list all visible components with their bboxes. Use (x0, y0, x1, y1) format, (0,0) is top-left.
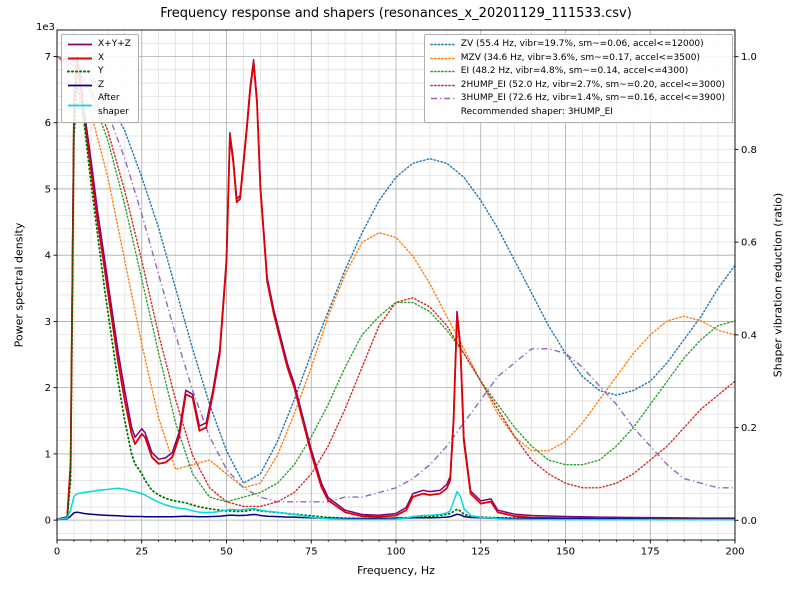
x-tick-label: 150 (556, 546, 575, 557)
left-y-tick-label: 4 (45, 251, 51, 262)
left-y-tick-label: 1 (45, 449, 51, 460)
legend-sample-empty (430, 107, 456, 118)
legend-sample-xyz (68, 43, 92, 46)
x-tick-label: 200 (725, 546, 744, 557)
x-axis-label: Frequency, Hz (357, 564, 435, 577)
legend-sample-zv (429, 43, 456, 46)
right-y-tick-label: 1.0 (741, 52, 757, 63)
right-y-tick-label: 0.6 (741, 238, 757, 249)
series-z-line (56, 511, 735, 521)
legend-label: 3HUMP_EI (72.6 Hz, vibr=1.4%, sm~=0.16, … (460, 93, 725, 103)
legend-label: Recommended shaper: 3HUMP_EI (460, 106, 613, 117)
left-y-tick-label: 6 (45, 118, 51, 129)
legend-label: X+Y+Z (98, 39, 131, 49)
legend-entry-xyz: X+Y+Z (67, 38, 131, 52)
x-tick-label: 125 (471, 546, 490, 557)
legend-entry-2hump-ei: 2HUMP_EI (52.0 Hz, vibr=2.7%, sm~=0.20, … (429, 79, 725, 93)
series-zv-line (56, 56, 736, 484)
legend-sample-z (68, 84, 92, 87)
legend-sample-after-shaper (68, 104, 92, 107)
legend-sample-2hump-ei (429, 84, 456, 87)
legend-entry-mzv: MZV (34.6 Hz, vibr=3.6%, sm~=0.17, accel… (429, 52, 725, 66)
right-y-axis-label: Shaper vibration reduction (ratio) (771, 192, 785, 378)
legend-measurements: X+Y+Z X Y Z After shaper (61, 34, 139, 123)
right-y-tick-label: 0.8 (741, 145, 757, 156)
right-y-tick-label: 0.0 (741, 516, 757, 527)
series-3hump-ei-line (56, 56, 735, 503)
legend-entry-y: Y (67, 65, 131, 79)
legend-sample-x (68, 57, 92, 60)
y-axis-offset-text: 1e3 (36, 22, 55, 33)
series-ei-line (56, 56, 736, 503)
legend-sample-y (67, 70, 93, 73)
series-after-shaper-line (56, 487, 735, 521)
x-tick-label: 25 (135, 546, 148, 557)
legend-label: Y (98, 66, 104, 76)
legend-sample-3hump-ei (430, 97, 455, 100)
x-tick-label: 100 (386, 546, 405, 557)
legend-entry-zv: ZV (55.4 Hz, vibr=19.7%, sm~=0.06, accel… (429, 38, 725, 52)
legend-label: After shaper (98, 93, 129, 117)
right-y-tick-label: 0.2 (741, 423, 757, 434)
x-tick-label: 175 (641, 546, 660, 557)
chart-title: Frequency response and shapers (resonanc… (160, 6, 632, 21)
left-y-axis-label: Power spectral density (12, 222, 26, 348)
series-x-line (56, 62, 735, 521)
right-y-tick-label: 0.4 (741, 330, 757, 341)
legend-entry-x: X (67, 52, 131, 66)
x-tick-label: 50 (220, 546, 233, 557)
left-y-tick-label: 7 (45, 52, 51, 63)
legend-label: 2HUMP_EI (52.0 Hz, vibr=2.7%, sm~=0.20, … (460, 79, 725, 90)
legend-label: MZV (34.6 Hz, vibr=3.6%, sm~=0.17, accel… (460, 52, 700, 63)
legend-entry-ei: EI (48.2 Hz, vibr=4.8%, sm~=0.14, accel<… (429, 65, 725, 79)
legend-label: EI (48.2 Hz, vibr=4.8%, sm~=0.14, accel<… (460, 66, 689, 76)
legend-sample-mzv (429, 57, 456, 60)
legend-sample-ei (429, 70, 456, 73)
left-y-tick-label: 2 (45, 383, 51, 394)
legend-entry-z: Z (67, 79, 131, 93)
legend-entry-after-shaper: After shaper (67, 92, 131, 119)
x-tick-label: 75 (305, 546, 318, 557)
legend-label: Z (98, 79, 105, 90)
series-2hump-ei-line (56, 56, 736, 508)
legend-entry-3hump-ei: 3HUMP_EI (72.6 Hz, vibr=1.4%, sm~=0.16, … (430, 92, 725, 106)
x-tick-label: 0 (54, 546, 60, 557)
legend-shapers: ZV (55.4 Hz, vibr=19.7%, sm~=0.06, accel… (423, 34, 733, 123)
legend-label: X (98, 52, 105, 63)
series-mzv-line (56, 56, 736, 489)
legend-entry-recommended: Recommended shaper: 3HUMP_EI (430, 106, 725, 120)
left-y-tick-label: 0 (45, 516, 51, 527)
left-y-tick-label: 3 (45, 317, 51, 328)
legend-label: ZV (55.4 Hz, vibr=19.7%, sm~=0.06, accel… (460, 39, 704, 49)
series-y-line (56, 82, 736, 521)
left-y-tick-label: 5 (45, 184, 51, 195)
